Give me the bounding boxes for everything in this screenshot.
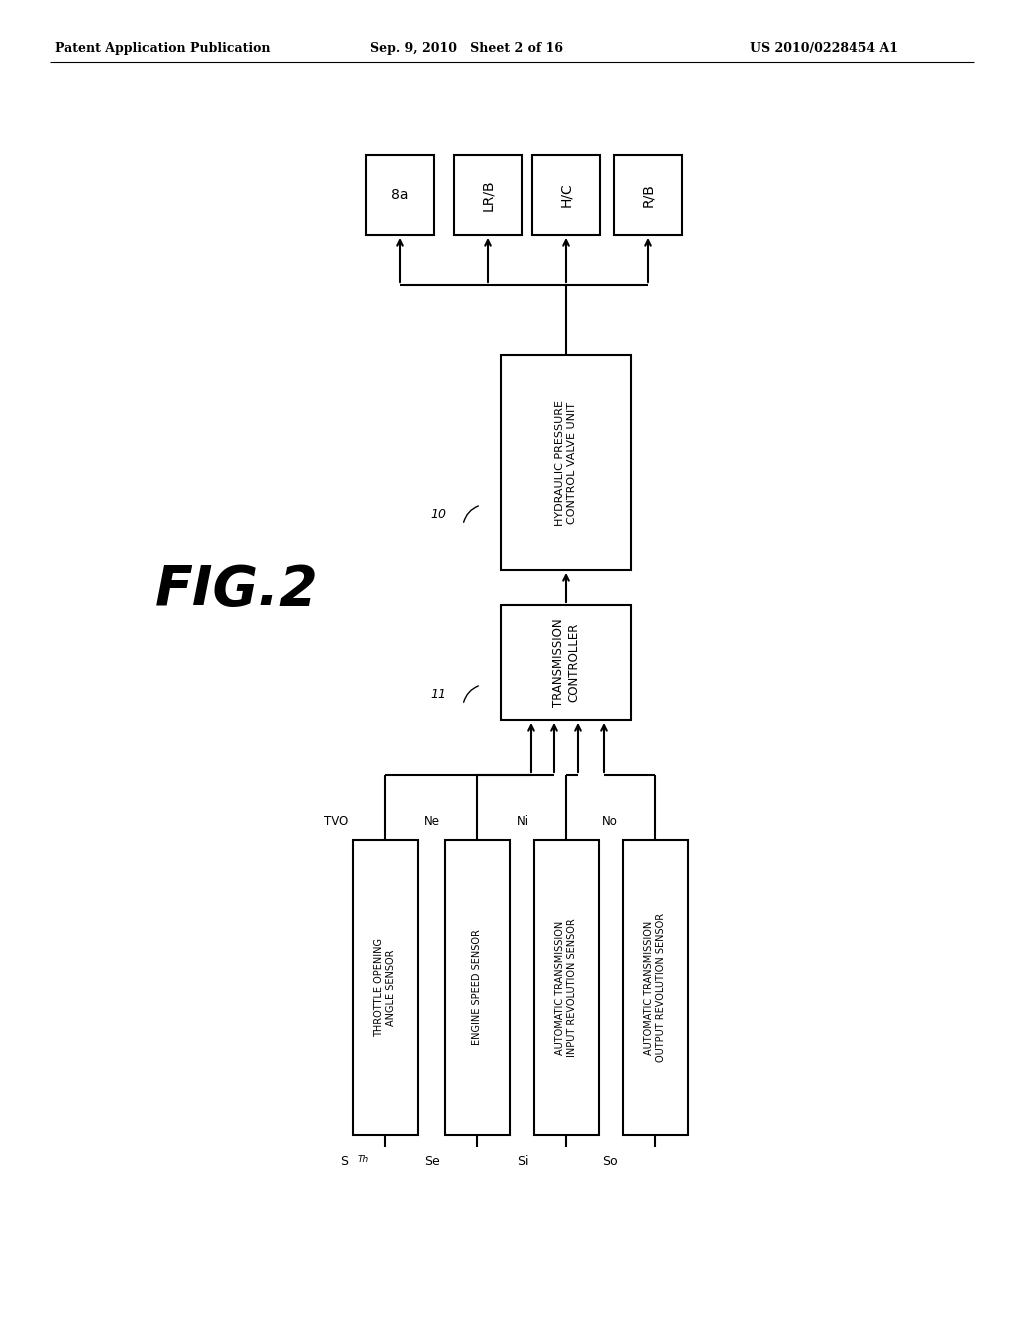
Text: 10: 10 xyxy=(430,508,446,521)
Bar xyxy=(366,154,434,235)
Text: Se: Se xyxy=(424,1155,440,1168)
Text: H/C: H/C xyxy=(559,182,573,207)
Text: ENGINE SPEED SENSOR: ENGINE SPEED SENSOR xyxy=(472,929,482,1045)
Text: 11: 11 xyxy=(430,689,446,701)
Text: HYDRAULIC PRESSURE
CONTROL VALVE UNIT: HYDRAULIC PRESSURE CONTROL VALVE UNIT xyxy=(555,400,577,525)
Text: R/B: R/B xyxy=(641,183,655,207)
Text: US 2010/0228454 A1: US 2010/0228454 A1 xyxy=(750,42,898,55)
Text: LR/B: LR/B xyxy=(481,180,495,211)
Bar xyxy=(614,154,682,235)
Text: TRANSMISSION
CONTROLLER: TRANSMISSION CONTROLLER xyxy=(552,618,580,706)
Text: Sep. 9, 2010   Sheet 2 of 16: Sep. 9, 2010 Sheet 2 of 16 xyxy=(370,42,563,55)
Bar xyxy=(454,154,522,235)
Text: FIG.2: FIG.2 xyxy=(155,564,318,616)
Text: Si: Si xyxy=(517,1155,529,1168)
Text: Patent Application Publication: Patent Application Publication xyxy=(55,42,270,55)
Text: So: So xyxy=(602,1155,618,1168)
Bar xyxy=(501,605,631,719)
Bar xyxy=(353,840,418,1135)
Text: S: S xyxy=(340,1155,348,1168)
Text: AUTOMATIC TRANSMISSION
OUTPUT REVOLUTION SENSOR: AUTOMATIC TRANSMISSION OUTPUT REVOLUTION… xyxy=(644,913,666,1063)
Bar xyxy=(501,355,631,570)
Text: TVO: TVO xyxy=(324,814,348,828)
Text: No: No xyxy=(602,814,618,828)
Text: AUTOMATIC TRANSMISSION
INPUT REVOLUTION SENSOR: AUTOMATIC TRANSMISSION INPUT REVOLUTION … xyxy=(555,919,577,1057)
Text: Ne: Ne xyxy=(424,814,440,828)
Bar xyxy=(532,154,600,235)
Bar xyxy=(623,840,688,1135)
Text: Th: Th xyxy=(358,1155,370,1164)
Text: Ni: Ni xyxy=(517,814,529,828)
Bar xyxy=(534,840,599,1135)
Bar xyxy=(445,840,510,1135)
Text: 8a: 8a xyxy=(391,187,409,202)
Text: THROTTLE OPENING
ANGLE SENSOR: THROTTLE OPENING ANGLE SENSOR xyxy=(374,939,396,1038)
